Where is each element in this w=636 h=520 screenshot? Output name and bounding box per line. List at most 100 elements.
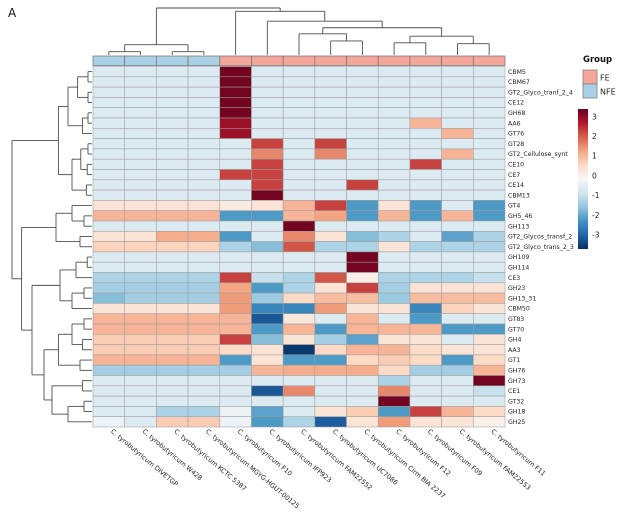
- heatmap-cell: [92, 272, 125, 284]
- row-label: GH114: [508, 264, 529, 271]
- heatmap-cell: [409, 128, 442, 139]
- heatmap-cell: [156, 416, 189, 428]
- heatmap-cell: [314, 354, 347, 366]
- heatmap-cell: [377, 200, 411, 211]
- colorbar-tick: 3: [592, 112, 597, 121]
- heatmap-cell: [409, 261, 442, 273]
- heatmap-cell: [282, 220, 316, 232]
- heatmap-cell: [441, 231, 474, 242]
- heatmap-cell: [314, 406, 347, 417]
- heatmap-cell: [187, 220, 221, 232]
- heatmap-cell: [156, 210, 189, 222]
- heatmap-cell: [282, 251, 316, 263]
- legend-group-title: Group: [583, 55, 613, 65]
- heatmap-cell: [187, 272, 221, 284]
- heatmap-cell: [473, 128, 506, 139]
- row-label: GT76: [508, 131, 524, 138]
- heatmap-cell: [156, 97, 189, 108]
- heatmap-cell: [346, 395, 379, 407]
- heatmap-cell: [187, 334, 221, 345]
- heatmap-cell: [282, 354, 316, 366]
- heatmap-cell: [124, 179, 157, 191]
- heatmap-cell: [124, 86, 157, 98]
- heatmap-cell: [441, 395, 474, 407]
- heatmap-cell: [92, 334, 125, 345]
- heatmap-cell: [441, 179, 474, 191]
- heatmap-cell: [346, 251, 379, 263]
- heatmap-cell: [409, 292, 442, 304]
- row-label: GT2_Glyco_tranf_2_4: [508, 89, 573, 96]
- heatmap-cell: [346, 66, 379, 78]
- heatmap-cell: [219, 231, 252, 242]
- heatmap-cell: [346, 354, 379, 366]
- heatmap-cell: [124, 406, 157, 417]
- heatmap-cell: [314, 117, 347, 129]
- heatmap-cell: [219, 292, 252, 304]
- heatmap-cell: [251, 416, 284, 428]
- heatmap-cell: [251, 272, 284, 284]
- heatmap-cell: [473, 220, 506, 232]
- heatmap-cell: [92, 282, 125, 294]
- heatmap-cell: [156, 231, 189, 242]
- heatmap-cell: [346, 313, 379, 325]
- heatmap-cell: [441, 169, 474, 181]
- heatmap-cell: [219, 261, 252, 273]
- heatmap-cell: [187, 107, 221, 119]
- heatmap-cell: [282, 364, 316, 376]
- heatmap-cell: [473, 169, 506, 181]
- heatmap-cell: [219, 395, 252, 407]
- heatmap-cell: [251, 406, 284, 417]
- heatmap-cell: [156, 272, 189, 284]
- heatmap-cell: [441, 416, 474, 428]
- row-label: GH113: [508, 223, 529, 230]
- heatmap-cell: [92, 76, 125, 88]
- heatmap-cell: [409, 364, 442, 376]
- heatmap-cell: [441, 313, 474, 325]
- heatmap-cell: [156, 66, 189, 78]
- heatmap-cell: [251, 117, 284, 129]
- heatmap-cell: [314, 138, 347, 150]
- heatmap-cell: [124, 416, 157, 428]
- row-label: CE1: [508, 388, 520, 395]
- heatmap-cell: [441, 66, 474, 78]
- heatmap-cell: [282, 313, 316, 325]
- heatmap-cell: [251, 261, 284, 273]
- heatmap-cell: [377, 158, 411, 170]
- heatmap-cell: [156, 385, 189, 397]
- heatmap-cell: [409, 395, 442, 407]
- heatmap-cell: [473, 292, 506, 304]
- heatmap-cell: [124, 395, 157, 407]
- heatmap-cell: [219, 210, 252, 222]
- heatmap-cell: [156, 241, 189, 253]
- heatmap-cell: [219, 303, 252, 314]
- heatmap-cell: [282, 179, 316, 191]
- row-label: GT4: [508, 203, 520, 210]
- heatmap-cell: [124, 97, 157, 108]
- heatmap-cell: [219, 416, 252, 428]
- colorbar-gradient: [578, 109, 588, 249]
- heatmap-cell: [377, 169, 411, 181]
- heatmap-cell: [282, 416, 316, 428]
- heatmap-cell: [473, 148, 506, 160]
- heatmap-cell: [251, 210, 284, 222]
- heatmap-cell: [251, 354, 284, 366]
- heatmap-cell: [219, 66, 252, 78]
- heatmap-cell: [377, 189, 411, 201]
- heatmap-cell: [219, 344, 252, 356]
- heatmap-cell: [219, 169, 252, 181]
- heatmap-cell: [187, 241, 221, 253]
- heatmap-cell: [92, 303, 125, 314]
- heatmap-cell: [346, 210, 379, 222]
- heatmap-cell: [219, 406, 252, 417]
- heatmap-cell: [282, 148, 316, 160]
- heatmap-cell: [187, 66, 221, 78]
- heatmap-cell: [346, 117, 379, 129]
- heatmap-cell: [92, 158, 125, 170]
- heatmap-cell: [314, 385, 347, 397]
- heatmap-cell: [156, 364, 189, 376]
- heatmap-cell: [282, 261, 316, 273]
- heatmap-cell: [409, 334, 442, 345]
- heatmap-cell: [346, 364, 379, 376]
- row-label: GH25: [508, 419, 525, 426]
